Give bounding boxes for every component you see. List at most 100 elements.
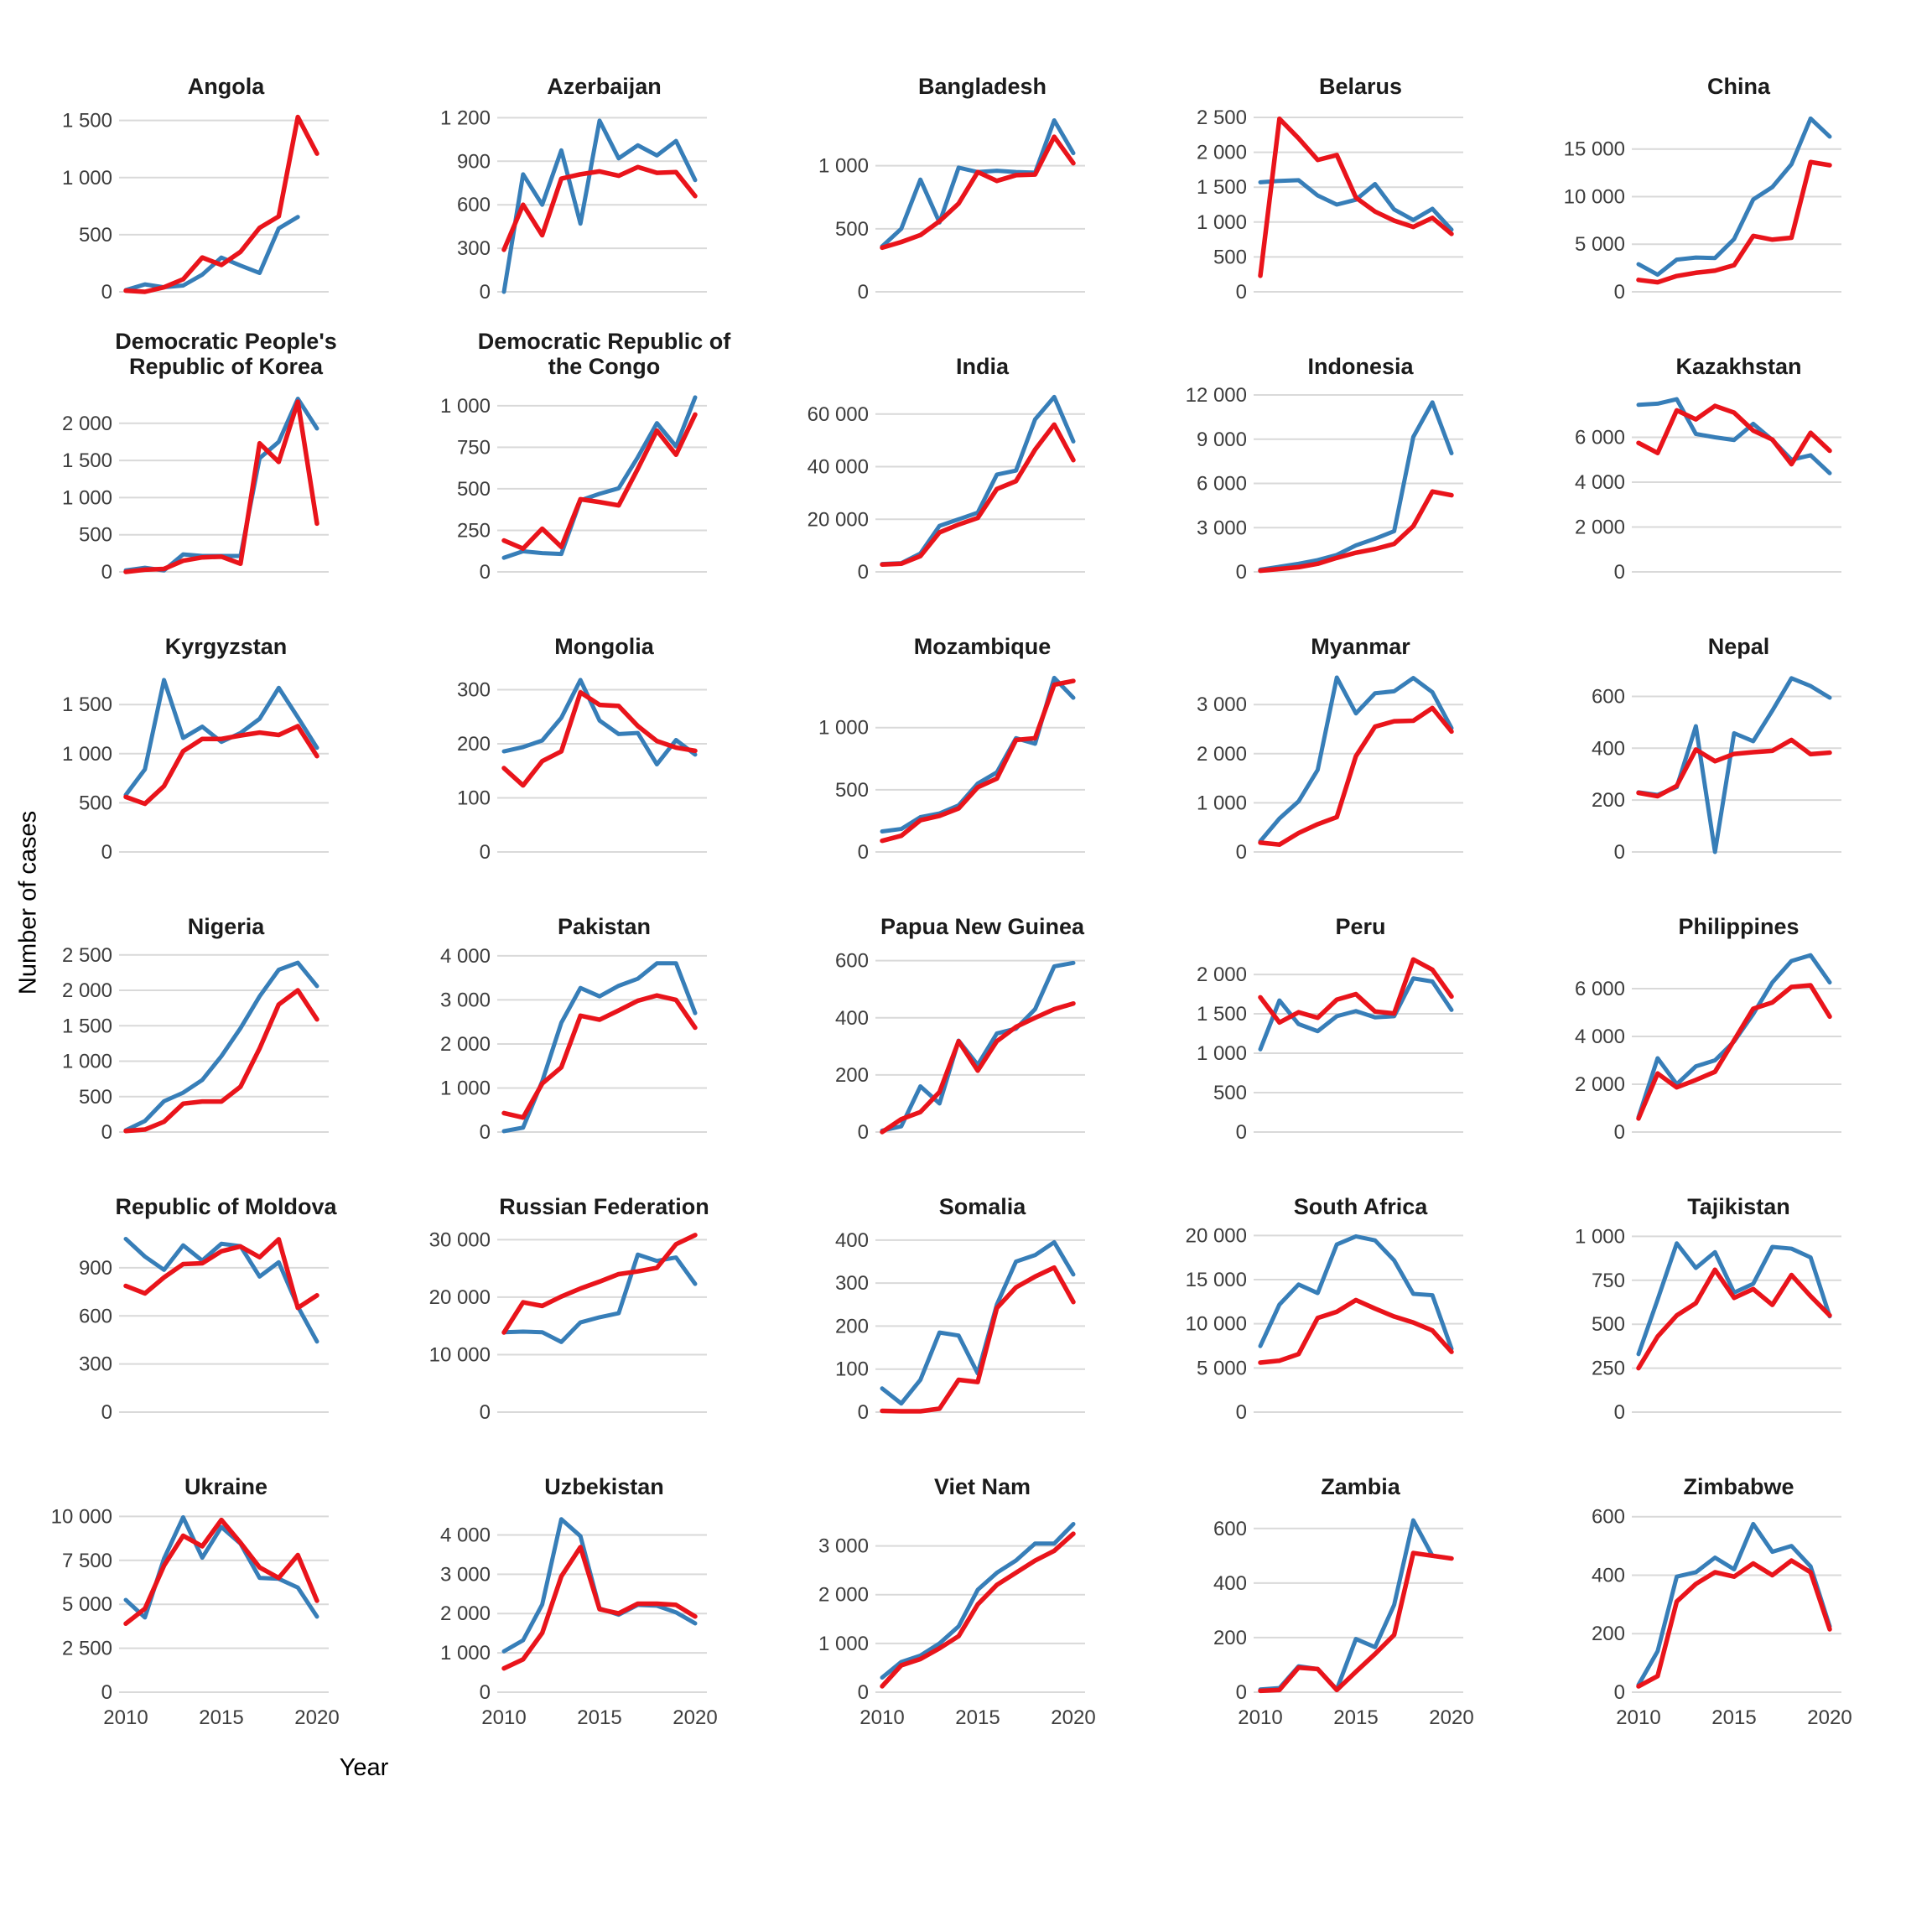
series-blue-line [1636,1521,1832,1687]
panel-title: Mongolia [415,599,793,659]
y-tick-label: 30 000 [429,1228,491,1251]
y-tick-label: 300 [457,237,491,260]
panel-title-text: Myanmar [1311,633,1410,659]
panel-south-africa: South Africa 0 5 000 10 000 15 000 20 000 [1171,1159,1550,1431]
y-tick-label: 1 000 [62,486,112,509]
panel-viet-nam: Viet Nam 0 1 000 2 000 3 000 2010 2015 2020 [793,1439,1171,1744]
y-tick-label: 100 [457,787,491,810]
series-blue-line [1636,1241,1832,1357]
series-blue-line [880,675,1076,834]
y-tick-label: 600 [457,194,491,216]
y-tick-label: 0 [480,1401,491,1424]
series-red-line [1258,1550,1454,1694]
series-red-line [880,1000,1076,1135]
panel-india: India 0 20 000 40 000 60 000 [793,319,1171,590]
panel-title: Kazakhstan [1550,319,1928,379]
x-tick-label: 2010 [860,1706,904,1729]
x-tick-label: 2015 [577,1706,621,1729]
y-tick-label: 5 000 [1197,1357,1247,1379]
y-tick-label: 2 000 [1197,142,1247,164]
panel-title: South Africa [1171,1159,1550,1219]
panel-title-text: Tajikistan [1687,1193,1790,1219]
y-tick-label: 0 [101,281,112,304]
panel-title-text: South Africa [1293,1193,1428,1219]
panel-title: Zimbabwe [1550,1439,1928,1499]
series-red-line [1258,705,1454,847]
y-tick-label: 200 [1592,789,1625,812]
panel-chart: 0 5 000 10 000 15 000 [1564,116,1841,304]
y-tick-label: 0 [1236,841,1247,864]
series-blue-line [1636,397,1832,475]
panel-belarus: Belarus 0 500 1 000 1 500 2 000 2 500 [1171,39,1550,310]
panel-kazakhstan: Kazakhstan 0 2 000 4 000 6 000 [1550,319,1928,590]
series-red-line [123,988,319,1134]
y-tick-label: 0 [101,1401,112,1424]
series-blue-line [1258,400,1454,572]
panel-title-text: Somalia [938,1193,1026,1219]
y-tick-label: 1 500 [62,1015,112,1037]
panel-title-text: Democratic People's Republic of Korea [115,328,337,379]
y-tick-label: 15 000 [1186,1269,1247,1291]
y-tick-label: 400 [835,1229,869,1252]
y-tick-label: 4 000 [440,1524,491,1546]
x-tick-label: 2020 [1429,1706,1473,1729]
panel-title: Viet Nam [793,1439,1171,1499]
series-red-line [880,134,1076,251]
series-red-line [1636,403,1832,467]
series-red-line [123,399,319,574]
y-tick-label: 750 [457,436,491,459]
y-tick-label: 1 200 [440,106,491,129]
y-tick-label: 0 [1614,841,1625,864]
panel-bangladesh: Bangladesh 0 500 1 000 [793,39,1171,310]
panel-myanmar: Myanmar 0 1 000 2 000 3 000 [1171,599,1550,870]
series-red-line [123,1237,319,1311]
y-tick-label: 200 [1213,1627,1247,1649]
panel-chart: 0 500 1 000 [818,675,1085,864]
y-tick-label: 200 [457,733,491,756]
y-tick-label: 2 000 [1575,1073,1625,1096]
x-tick-label: 2020 [1807,1706,1852,1729]
y-tick-label: 1 000 [440,395,491,418]
panel-nigeria: Nigeria 0 500 1 000 1 500 2 000 2 500 [37,879,415,1150]
panel-chart: 0 500 1 000 1 500 2 000 [62,397,329,584]
y-tick-label: 0 [480,281,491,304]
panel-title: Tajikistan [1550,1159,1928,1219]
y-tick-label: 0 [858,1121,869,1144]
panel-zimbabwe: Zimbabwe 0 200 400 600 2010 2015 2020 [1550,1439,1928,1744]
panel-title: Nigeria [37,879,415,939]
panel-angola: Angola 0 500 1 000 1 500 [37,39,415,310]
y-tick-label: 900 [79,1257,112,1280]
y-axis-label: Number of cases [14,810,42,995]
panel-title-text: Indonesia [1307,353,1414,379]
series-red-line [123,114,319,294]
y-tick-label: 0 [858,561,869,584]
y-tick-label: 0 [1614,561,1625,584]
y-tick-label: 500 [79,524,112,547]
y-tick-label: 4 000 [1575,1026,1625,1048]
panel-title-text: India [955,353,1009,379]
panel-title-text: Uzbekistan [544,1473,664,1499]
y-tick-label: 750 [1592,1270,1625,1292]
faceted-line-chart: Number of cases Angola 0 500 1 000 1 500 Azer… [14,39,1928,1781]
y-tick-label: 1 000 [440,1077,491,1099]
x-tick-label: 2010 [1238,1706,1282,1729]
panel-nepal: Nepal 0 200 400 600 [1550,599,1928,870]
y-tick-label: 0 [1236,1401,1247,1424]
panel-title-text: Kyrgyzstan [164,633,288,659]
panel-title: Indonesia [1171,319,1550,379]
panel-russian-federation: Russian Federation 0 10 000 20 000 30 000 [415,1159,793,1431]
panel-chart: 0 250 500 750 1 000 [440,395,707,584]
y-tick-label: 1 000 [440,1642,491,1665]
panel-somalia: Somalia 0 100 200 300 400 [793,1159,1171,1431]
panel-title: Papua New Guinea [793,879,1171,939]
y-tick-label: 1 500 [62,693,112,716]
x-tick-label: 2015 [1711,1706,1756,1729]
panel-chart: 0 1 000 2 000 3 000 2010 2015 2020 [818,1521,1096,1729]
y-tick-label: 3 000 [1197,517,1247,539]
y-tick-label: 0 [858,1401,869,1424]
panel-mongolia: Mongolia 0 100 200 300 [415,599,793,870]
panel-ukraine: Ukraine 0 2 500 5 000 7 500 10 000 2010 2015 202… [37,1439,415,1744]
series-blue-line [501,1517,698,1654]
panel-democratic-people-s-republic-of-korea: Democratic People's Republic of Korea 0 50… [37,319,415,590]
y-tick-label: 2 000 [62,979,112,1002]
